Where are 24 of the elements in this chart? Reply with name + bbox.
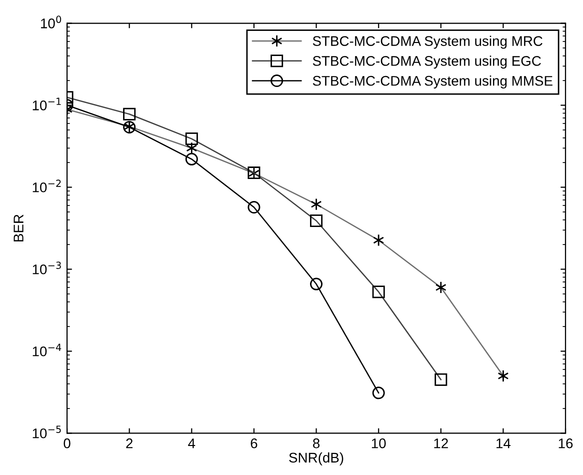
legend-label: STBC-MC-CDMA System using MRC [312, 36, 542, 49]
point [248, 201, 260, 214]
y-tick-label: 10$^{−4}$ [32, 344, 62, 356]
y-tick-label: 10$^{0}$ [41, 16, 62, 28]
y-tick-label: 10$^{−2}$ [32, 180, 61, 192]
y-tick-label: 10$^{−1}$ [32, 98, 61, 110]
legend-label: STBC-MC-CDMA System using EGC [312, 56, 541, 69]
x-axis-title: SNR(dB) [289, 452, 344, 466]
x-tick-label: 2 [126, 438, 133, 448]
x-tick-label: 0 [64, 438, 70, 448]
point [372, 386, 385, 400]
x-tick-label: 16 [558, 438, 573, 448]
point [310, 278, 323, 290]
x-tick-label: 8 [313, 438, 320, 448]
x-tick-label: 4 [188, 438, 196, 448]
y-tick-label: 10$^{−5}$ [32, 426, 61, 438]
legend-label: STBC-MC-CDMA System using MMSE [312, 76, 552, 89]
y-axis-title: BER [14, 214, 24, 242]
point [185, 152, 198, 166]
x-tick-label: 10 [372, 438, 386, 448]
x-tick-label: 6 [250, 438, 258, 448]
x-tick-label: 14 [496, 438, 511, 448]
y-tick-label: 10$^{−3}$ [32, 262, 61, 274]
x-tick-label: 12 [434, 438, 448, 448]
